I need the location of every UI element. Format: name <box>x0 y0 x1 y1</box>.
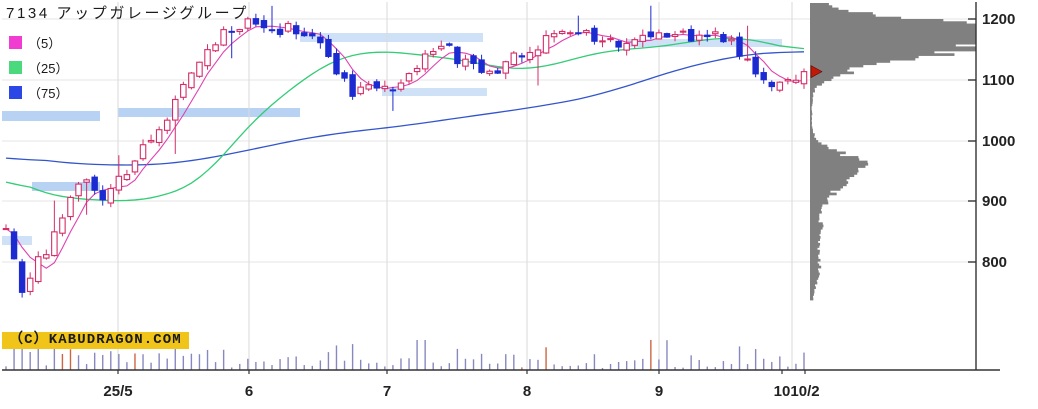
svg-text:8: 8 <box>523 383 531 400</box>
svg-text:9: 9 <box>655 383 663 400</box>
svg-text:1100: 1100 <box>982 72 1015 89</box>
svg-text:10/2: 10/2 <box>790 383 819 400</box>
svg-text:6: 6 <box>245 383 253 400</box>
svg-text:800: 800 <box>982 254 1007 271</box>
svg-text:1000: 1000 <box>982 133 1015 150</box>
svg-text:25/5: 25/5 <box>103 383 132 400</box>
svg-text:10: 10 <box>774 383 791 400</box>
svg-text:1200: 1200 <box>982 11 1015 28</box>
svg-text:900: 900 <box>982 193 1007 210</box>
svg-text:7: 7 <box>383 383 391 400</box>
